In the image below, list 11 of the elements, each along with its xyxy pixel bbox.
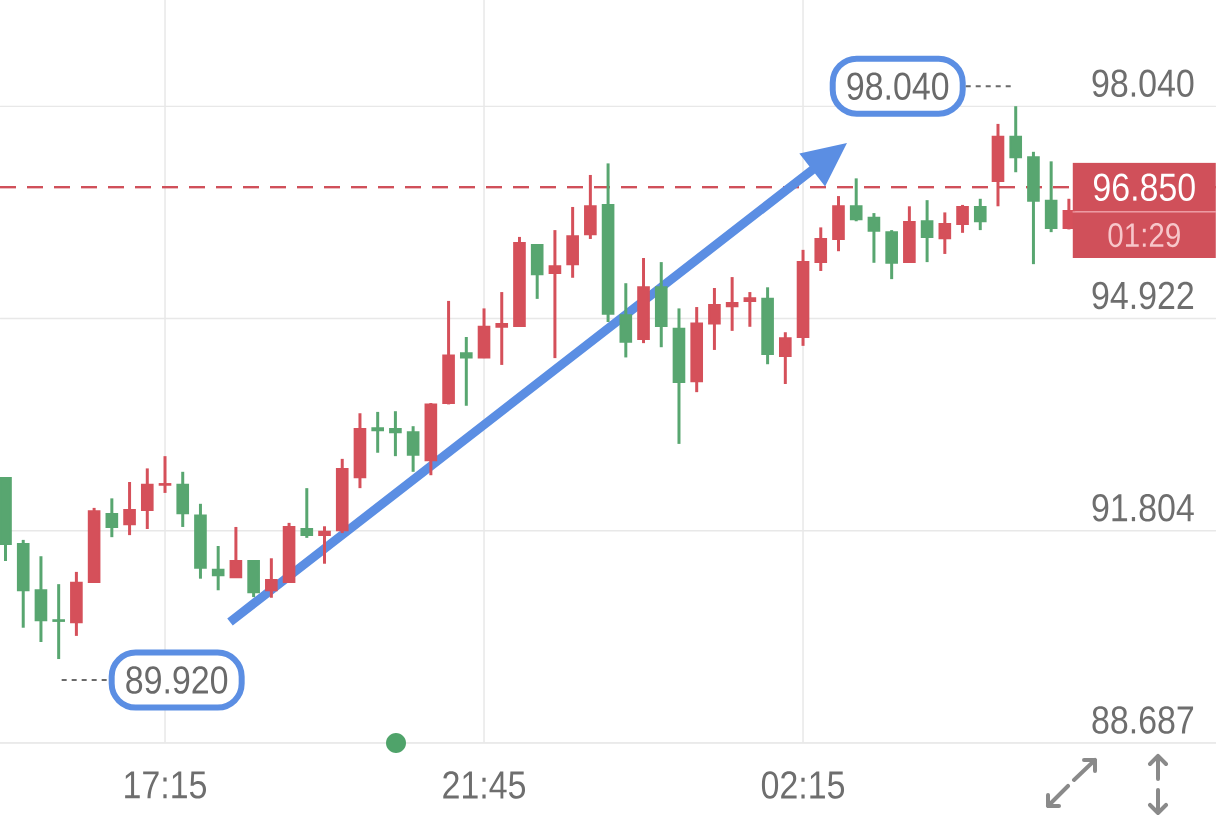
annotation: 89.920: [126, 666, 228, 694]
y-tick-label: 94.922: [1092, 281, 1194, 310]
ref-line-label: 96.850: [1093, 173, 1195, 202]
text: 01:29: [1108, 223, 1180, 248]
y-tick-label: 91.804: [1092, 493, 1194, 522]
x-tick-label: 02:15: [761, 771, 845, 799]
x-tick-label: 17:15: [125, 771, 207, 799]
y-tick-label: 88.687: [1092, 706, 1194, 734]
x-tick-label: 21:45: [443, 771, 526, 799]
annotation: 98.040: [847, 72, 949, 100]
y-tick-label: 98.040: [1092, 69, 1194, 97]
